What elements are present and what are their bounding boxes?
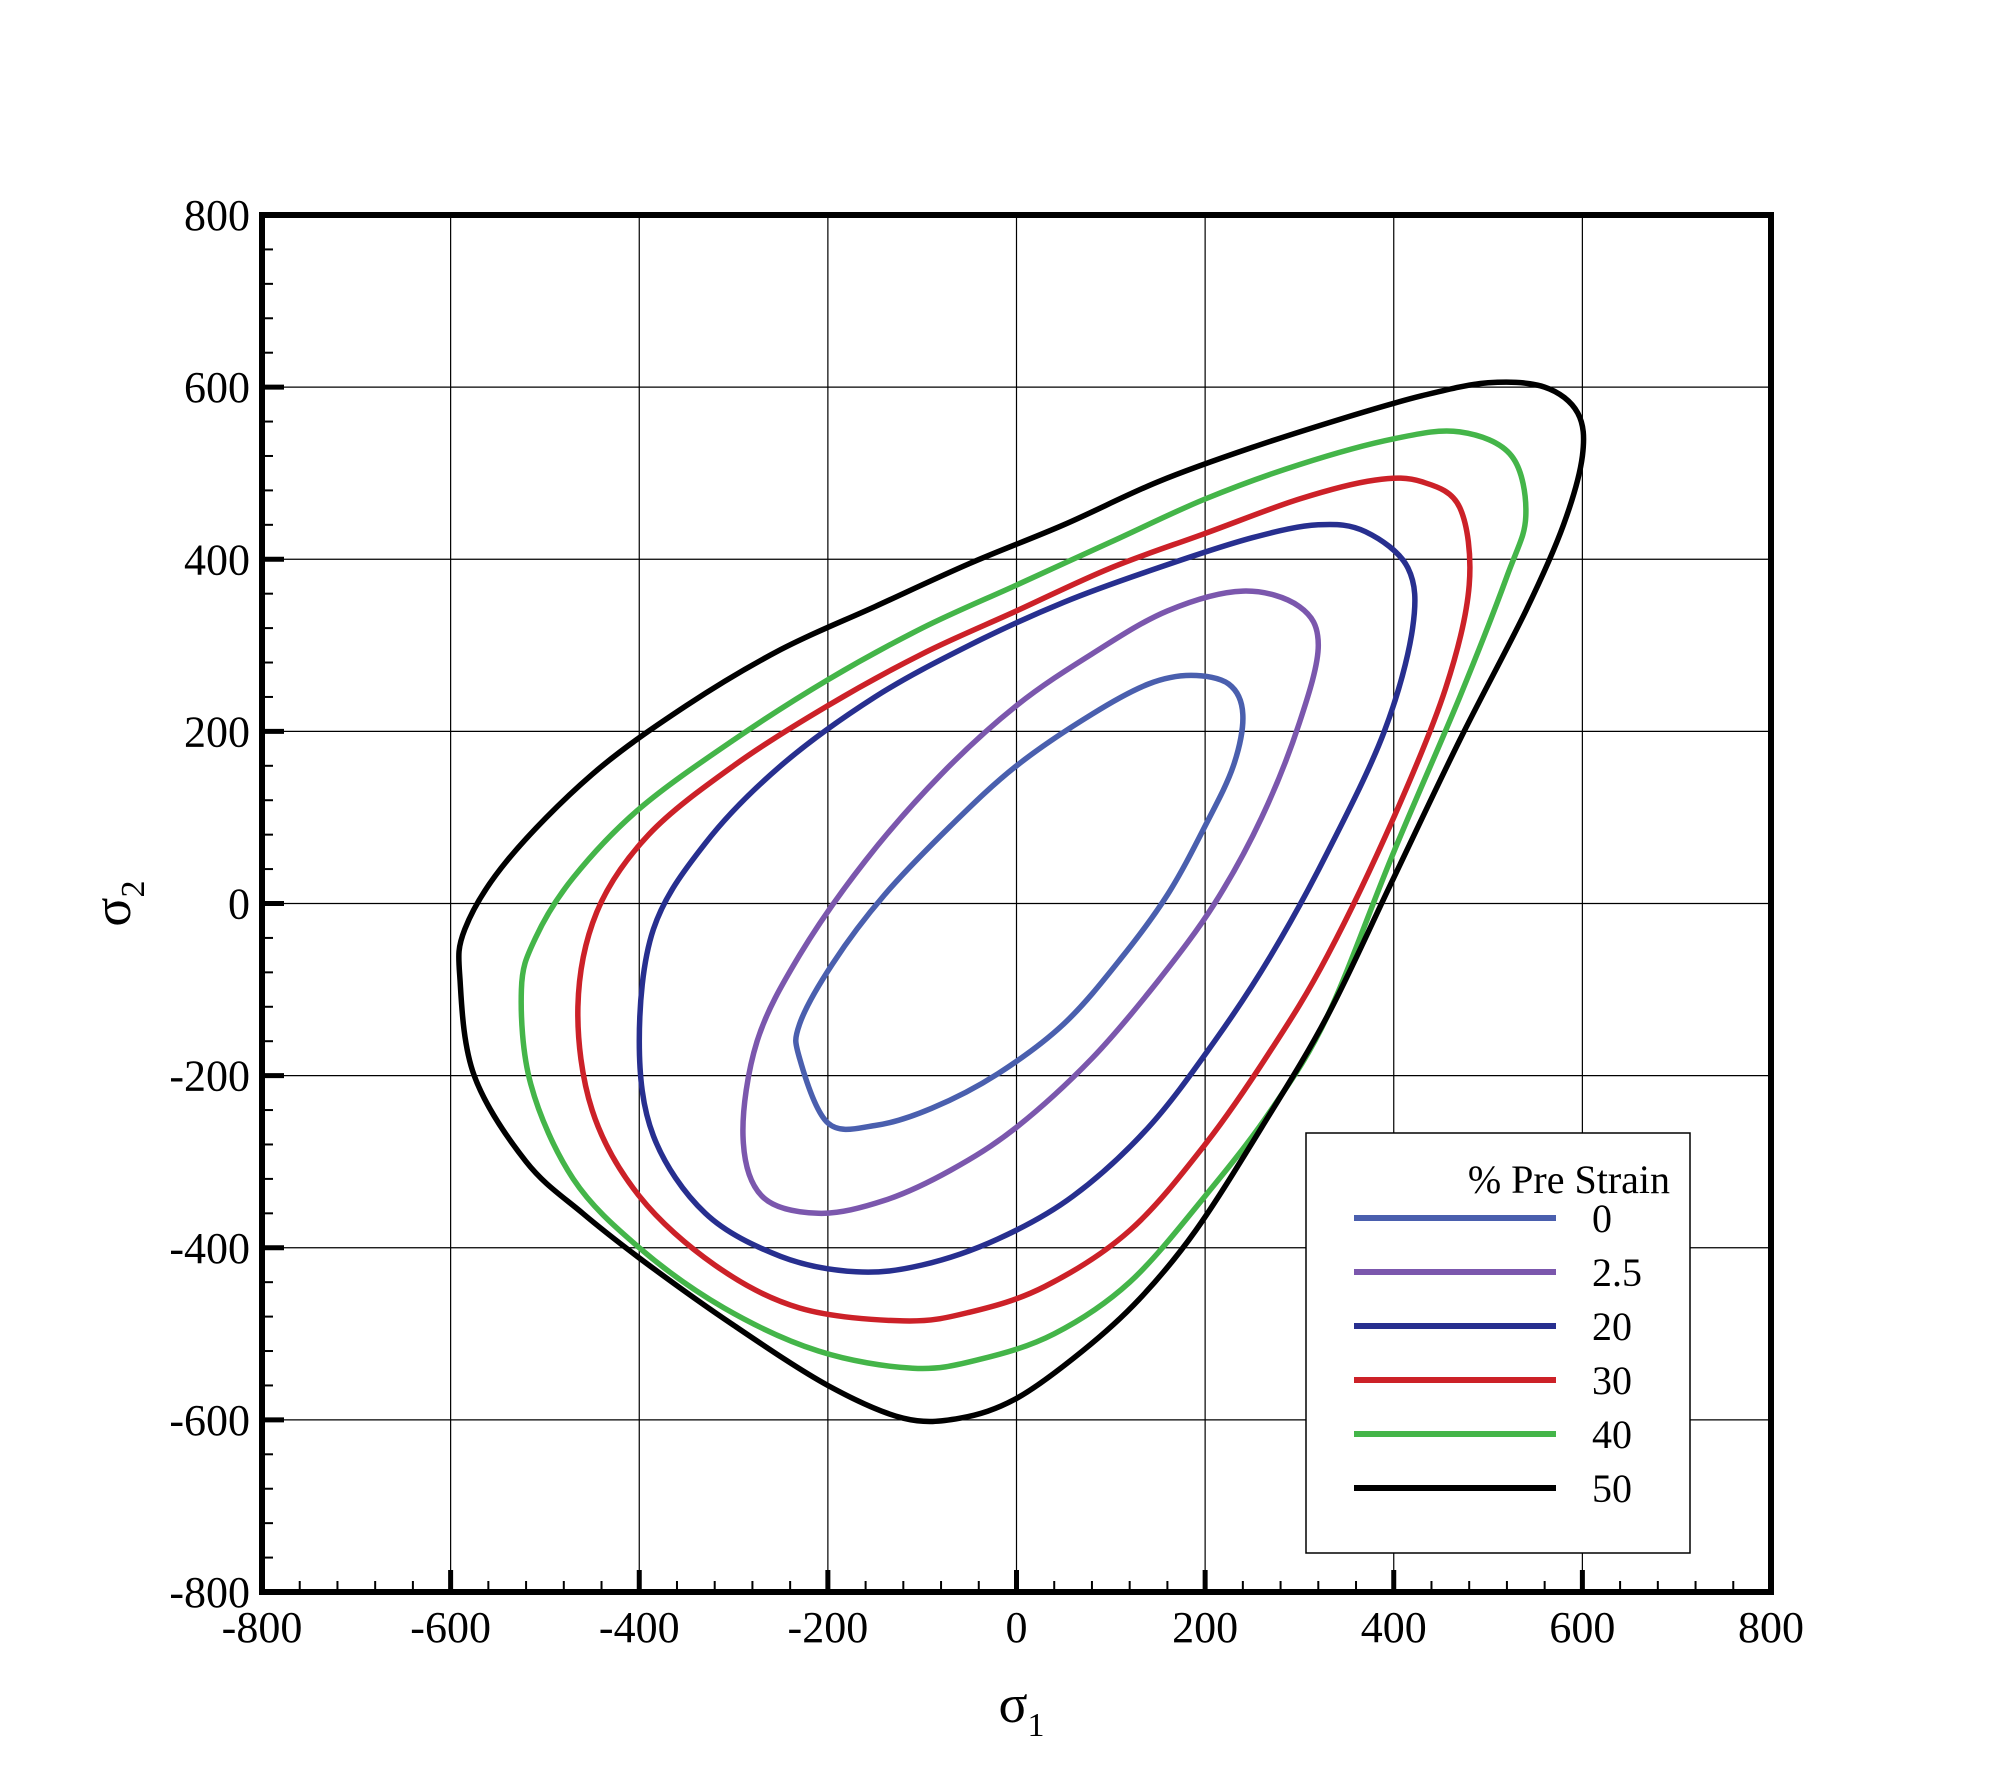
x-tick-label: -200 [788, 1603, 869, 1652]
x-tick-label: 600 [1549, 1603, 1615, 1652]
legend-label: 30 [1592, 1358, 1632, 1403]
x-axis-title: σ1 [998, 1674, 1044, 1744]
series-curve-30 [575, 475, 1473, 1324]
legend-box [1305, 1132, 1691, 1554]
legend-label: 20 [1592, 1304, 1632, 1349]
x-tick-label: -600 [410, 1603, 491, 1652]
legend: % Pre Strain 0 2.5 20 30 40 50 [1305, 1132, 1691, 1554]
series-curve-20 [636, 521, 1418, 1275]
x-tick-label: 0 [1006, 1603, 1028, 1652]
y-axis-title: σ2 [82, 880, 152, 926]
legend-item-0: 0 [1354, 1196, 1612, 1241]
x-tick-label: 400 [1361, 1603, 1427, 1652]
legend-label: 50 [1592, 1466, 1632, 1511]
y-tick-labels: -800 -600 -400 -200 0 200 400 600 800 [169, 191, 250, 1617]
legend-item-50: 50 [1354, 1466, 1632, 1511]
y-tick-label: 400 [184, 535, 250, 584]
legend-items: 0 2.5 20 30 40 50 [1354, 1196, 1642, 1511]
legend-item-30: 30 [1354, 1358, 1632, 1403]
y-tick-label: -200 [169, 1052, 250, 1101]
x-tick-label: -800 [222, 1603, 303, 1652]
x-axis-subscript: 1 [1028, 1707, 1045, 1744]
grid-lines [262, 215, 1771, 1592]
y-tick-label: -600 [169, 1396, 250, 1445]
y-tick-label: 0 [228, 880, 250, 929]
series-curve-40 [518, 428, 1529, 1372]
x-axis-symbol: σ [998, 1674, 1027, 1734]
y-axis-subscript: 2 [115, 880, 152, 897]
y-tick-label: 800 [184, 191, 250, 240]
series-curve-0 [793, 672, 1246, 1133]
y-tick-label: 200 [184, 707, 250, 756]
legend-item-2-5: 2.5 [1354, 1250, 1642, 1295]
series-curves [456, 379, 1587, 1425]
y-axis-symbol: σ [82, 897, 142, 926]
series-curve-50 [456, 379, 1587, 1425]
y-tick-label: -400 [169, 1224, 250, 1273]
x-tick-label: -400 [599, 1603, 680, 1652]
legend-title: % Pre Strain [1468, 1157, 1670, 1202]
legend-label: 0 [1592, 1196, 1612, 1241]
x-tick-label: 200 [1172, 1603, 1238, 1652]
x-tick-labels: -800 -600 -400 -200 0 200 400 600 800 [222, 1603, 1804, 1652]
x-tick-label: 800 [1738, 1603, 1804, 1652]
major-ticks [259, 212, 1774, 1595]
series-curve-2-5 [740, 588, 1322, 1217]
legend-item-20: 20 [1354, 1304, 1632, 1349]
legend-item-40: 40 [1354, 1412, 1632, 1457]
y-tick-label: 600 [184, 363, 250, 412]
legend-label: 2.5 [1592, 1250, 1642, 1295]
y-tick-label: -800 [169, 1568, 250, 1617]
legend-label: 40 [1592, 1412, 1632, 1457]
